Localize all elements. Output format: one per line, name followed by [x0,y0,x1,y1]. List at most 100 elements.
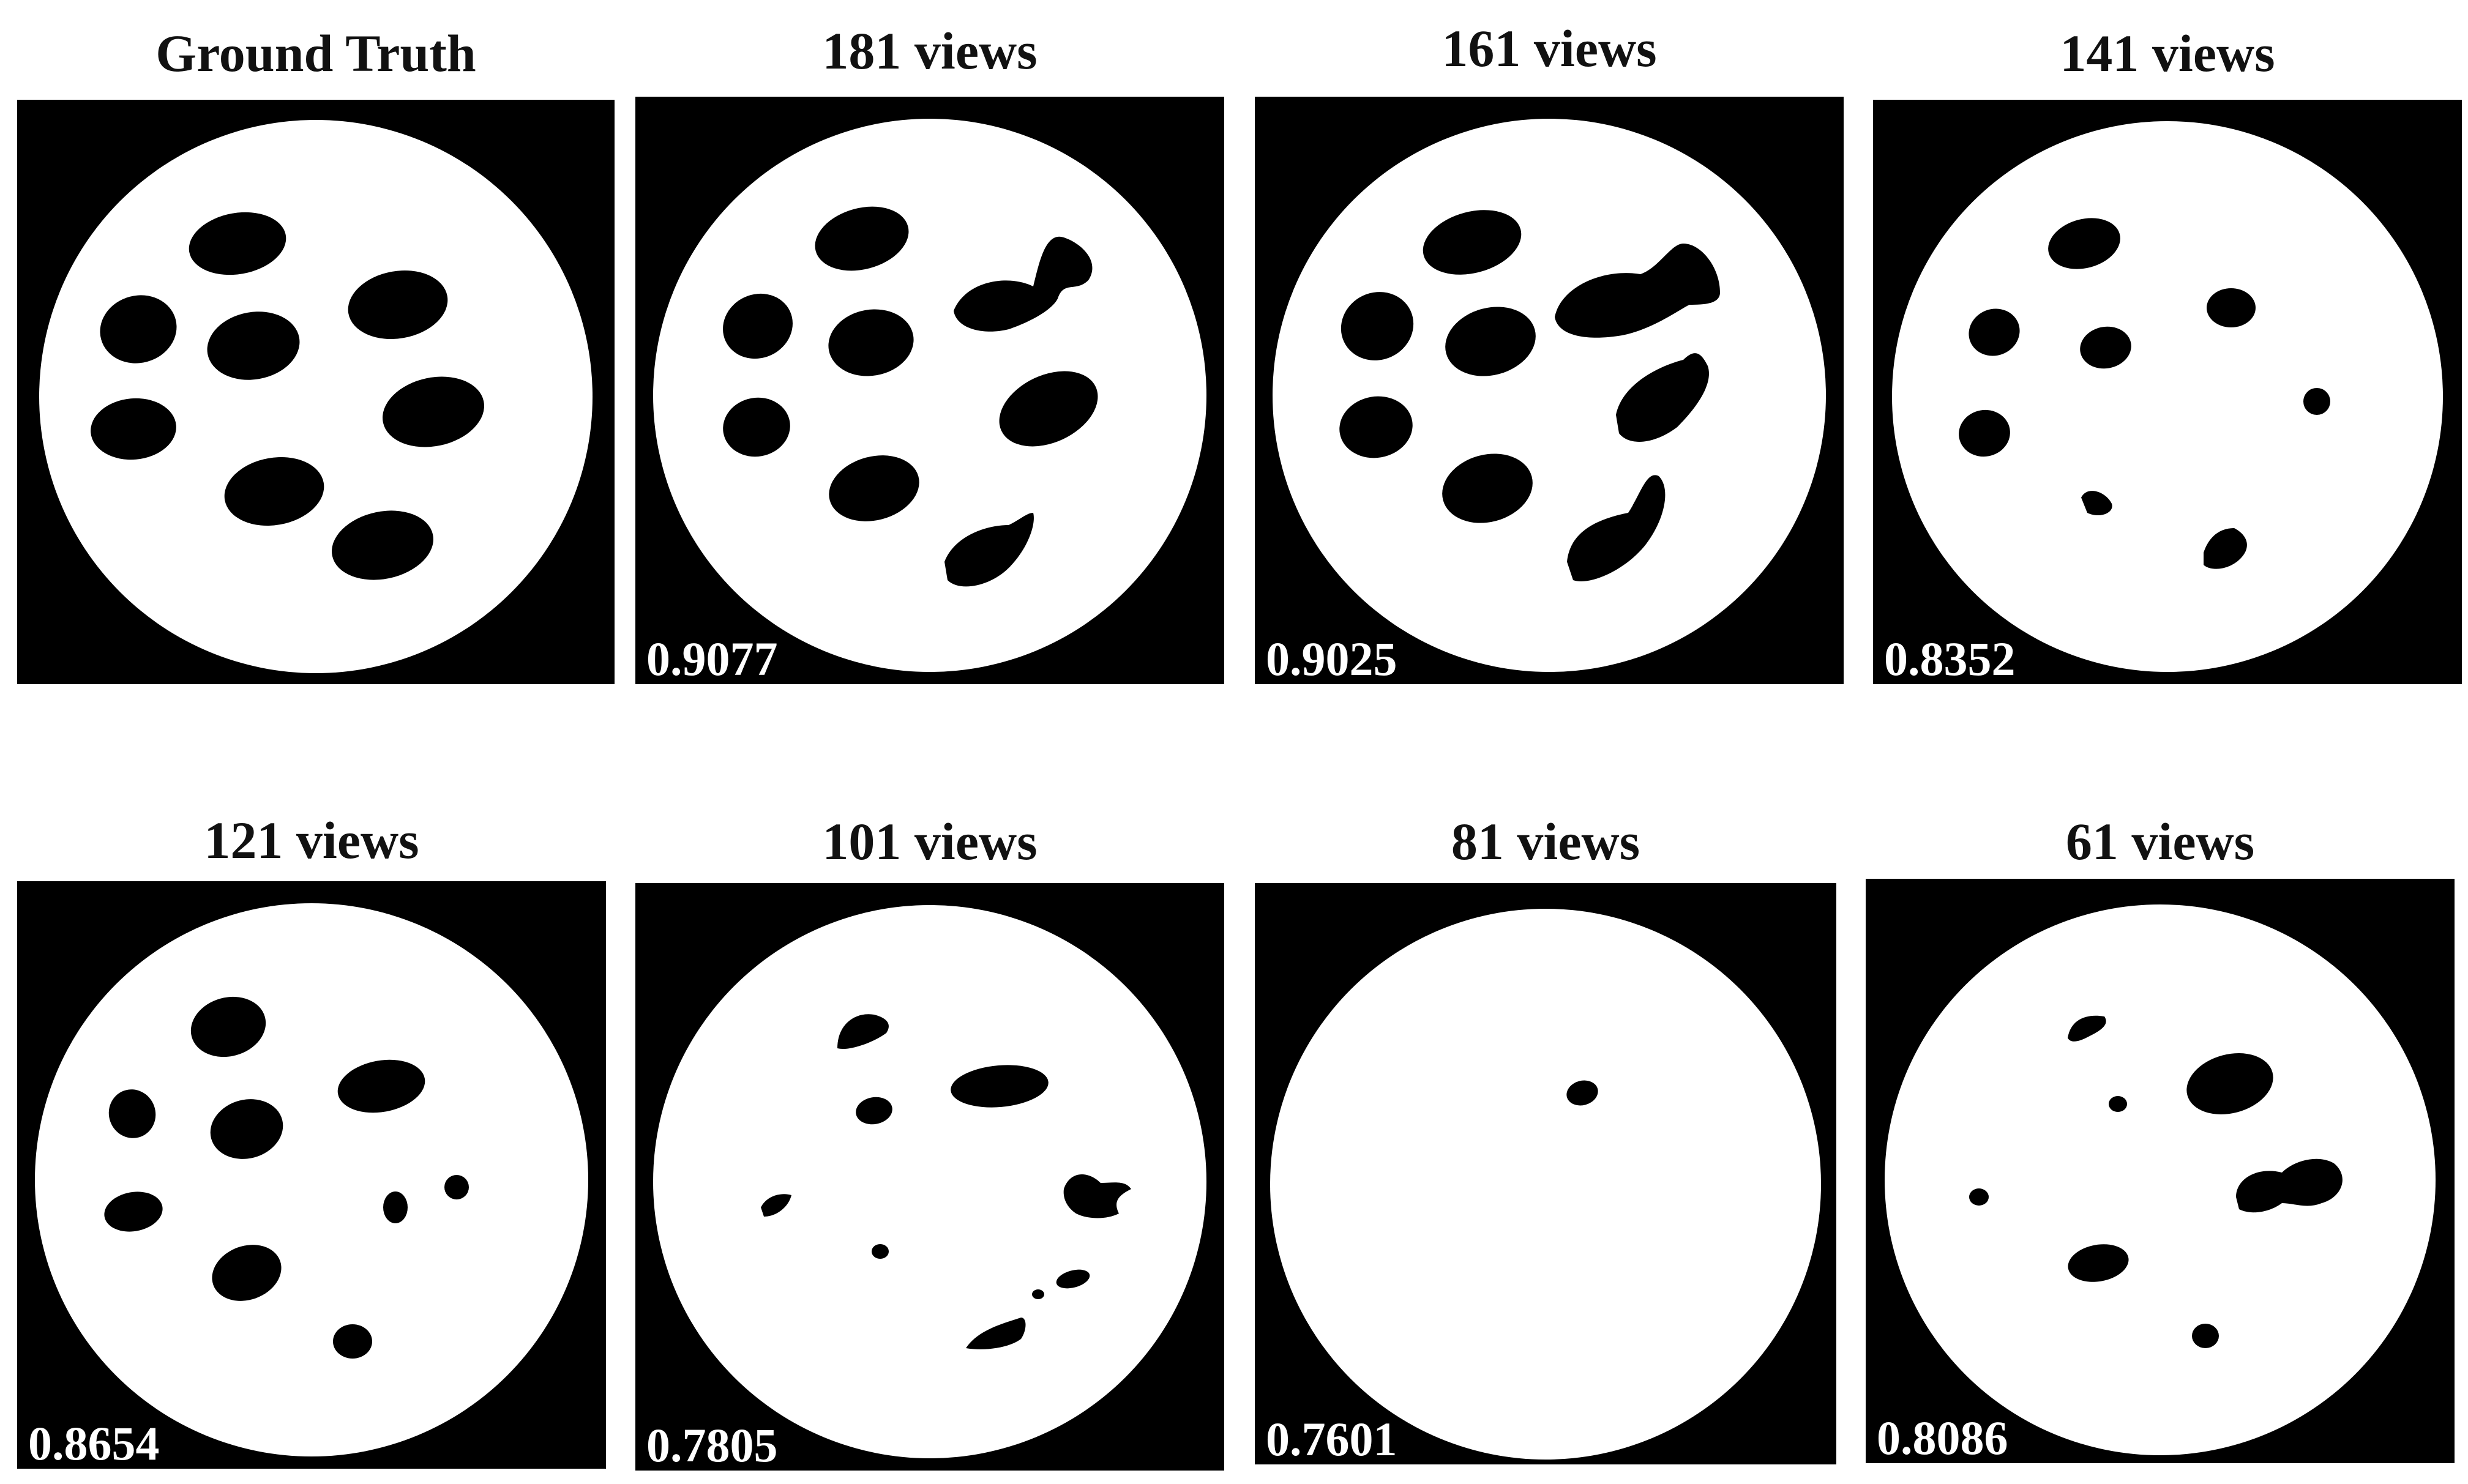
hole [723,293,793,359]
reconstruction-svg [1273,119,1826,672]
hole [1567,475,1666,581]
dice-score: 0.7805 [646,1419,778,1471]
hole [2186,1053,2273,1114]
hole [872,1244,889,1259]
dice-score: 0.9025 [1266,632,1397,684]
panel-title: 141 views [2060,24,2275,83]
hole [333,1324,372,1359]
hole [1423,210,1522,275]
reconstruction-svg [1885,904,2436,1455]
phantom-svg [39,120,593,673]
hole [91,398,176,460]
hole [444,1175,469,1199]
panel-title: 61 views [2065,812,2255,871]
dice-score: 0.8352 [1884,632,2016,684]
hole [2204,528,2247,569]
hole [954,236,1093,332]
hole [2081,491,2112,516]
reconstruction-image: 0.7805 [635,883,1224,1471]
reconstruction-image: 0.9025 [1255,97,1844,684]
hole [1445,307,1536,376]
hole [104,1191,163,1232]
hole [337,1059,425,1113]
hole [1969,1188,1989,1206]
hole [2207,288,2256,327]
hole [2109,1096,2127,1112]
hole [210,1099,283,1159]
reconstruction-image: 0.7601 [1255,883,1836,1464]
hole [212,1245,282,1301]
hole [2068,1244,2129,1282]
panel-title: 121 views [204,811,419,870]
hole [2192,1324,2219,1348]
disc [39,120,593,673]
panel-121-views: 121 views 0.8654 [17,783,606,1484]
disc [1892,121,2443,672]
panel-61-views: 61 views 0.8086 [1866,783,2455,1484]
hole [383,376,484,447]
dice-score: 0.8086 [1877,1411,2008,1463]
hole [2080,326,2131,369]
disc [653,119,1206,672]
hole [189,212,286,275]
hole [1063,1174,1131,1218]
hole [1566,1080,1598,1106]
hole [1032,1289,1044,1299]
reconstruction-svg [1892,121,2443,672]
reconstruction-svg [1270,909,1821,1460]
hole [1056,1269,1090,1289]
dice-score: 0.9077 [646,632,778,684]
panel-181-views: 181 views 0.9077 [635,0,1224,685]
hole [1341,292,1414,360]
reconstruction-svg [35,903,588,1456]
panel-title: 101 views [822,812,1038,871]
panel-title: 181 views [822,21,1038,80]
hole [1339,396,1413,458]
hole [951,1065,1049,1108]
dice-score: 0.8654 [28,1417,160,1469]
hole [1616,353,1709,442]
panel-161-views: 161 views 0.9025 [1255,0,1844,685]
disc [35,903,588,1456]
reconstruction-image: 0.9077 [635,97,1224,684]
disc [653,905,1206,1458]
reconstruction-svg [653,905,1206,1458]
reconstruction-svg [653,119,1206,672]
panel-81-views: 81 views 0.7601 [1255,783,1836,1484]
hole [108,1089,156,1138]
hole [999,371,1098,447]
hole [348,270,448,340]
hole [944,513,1034,587]
hole [332,510,433,580]
panel-title: 161 views [1442,19,1657,78]
phantom-image [17,100,615,684]
hole [1442,453,1533,523]
hole [2303,388,2330,415]
disc [1273,119,1826,672]
hole [383,1191,408,1223]
hole [829,455,919,521]
panel-101-views: 101 views 0.7805 [635,783,1224,1484]
reconstruction-image: 0.8352 [1873,100,2462,684]
hole [100,295,177,364]
hole [723,397,790,457]
hole [761,1194,791,1217]
hole [2048,218,2120,269]
hole [856,1097,892,1125]
panel-title: 81 views [1451,812,1640,871]
hole [966,1318,1026,1349]
hole [2236,1158,2343,1213]
panel-141-views: 141 views 0.8352 [1873,0,2462,685]
hole [1959,409,2010,457]
dice-score: 0.7601 [1266,1412,1397,1464]
disc [1885,904,2436,1455]
hole [815,206,909,271]
panel-ground-truth: Ground Truth [17,0,615,685]
hole [224,457,324,526]
hole [837,1014,889,1049]
hole [1555,244,1720,338]
disc [1270,909,1821,1460]
hole [2068,1015,2106,1042]
hole [207,311,300,380]
reconstruction-image: 0.8654 [17,881,606,1469]
